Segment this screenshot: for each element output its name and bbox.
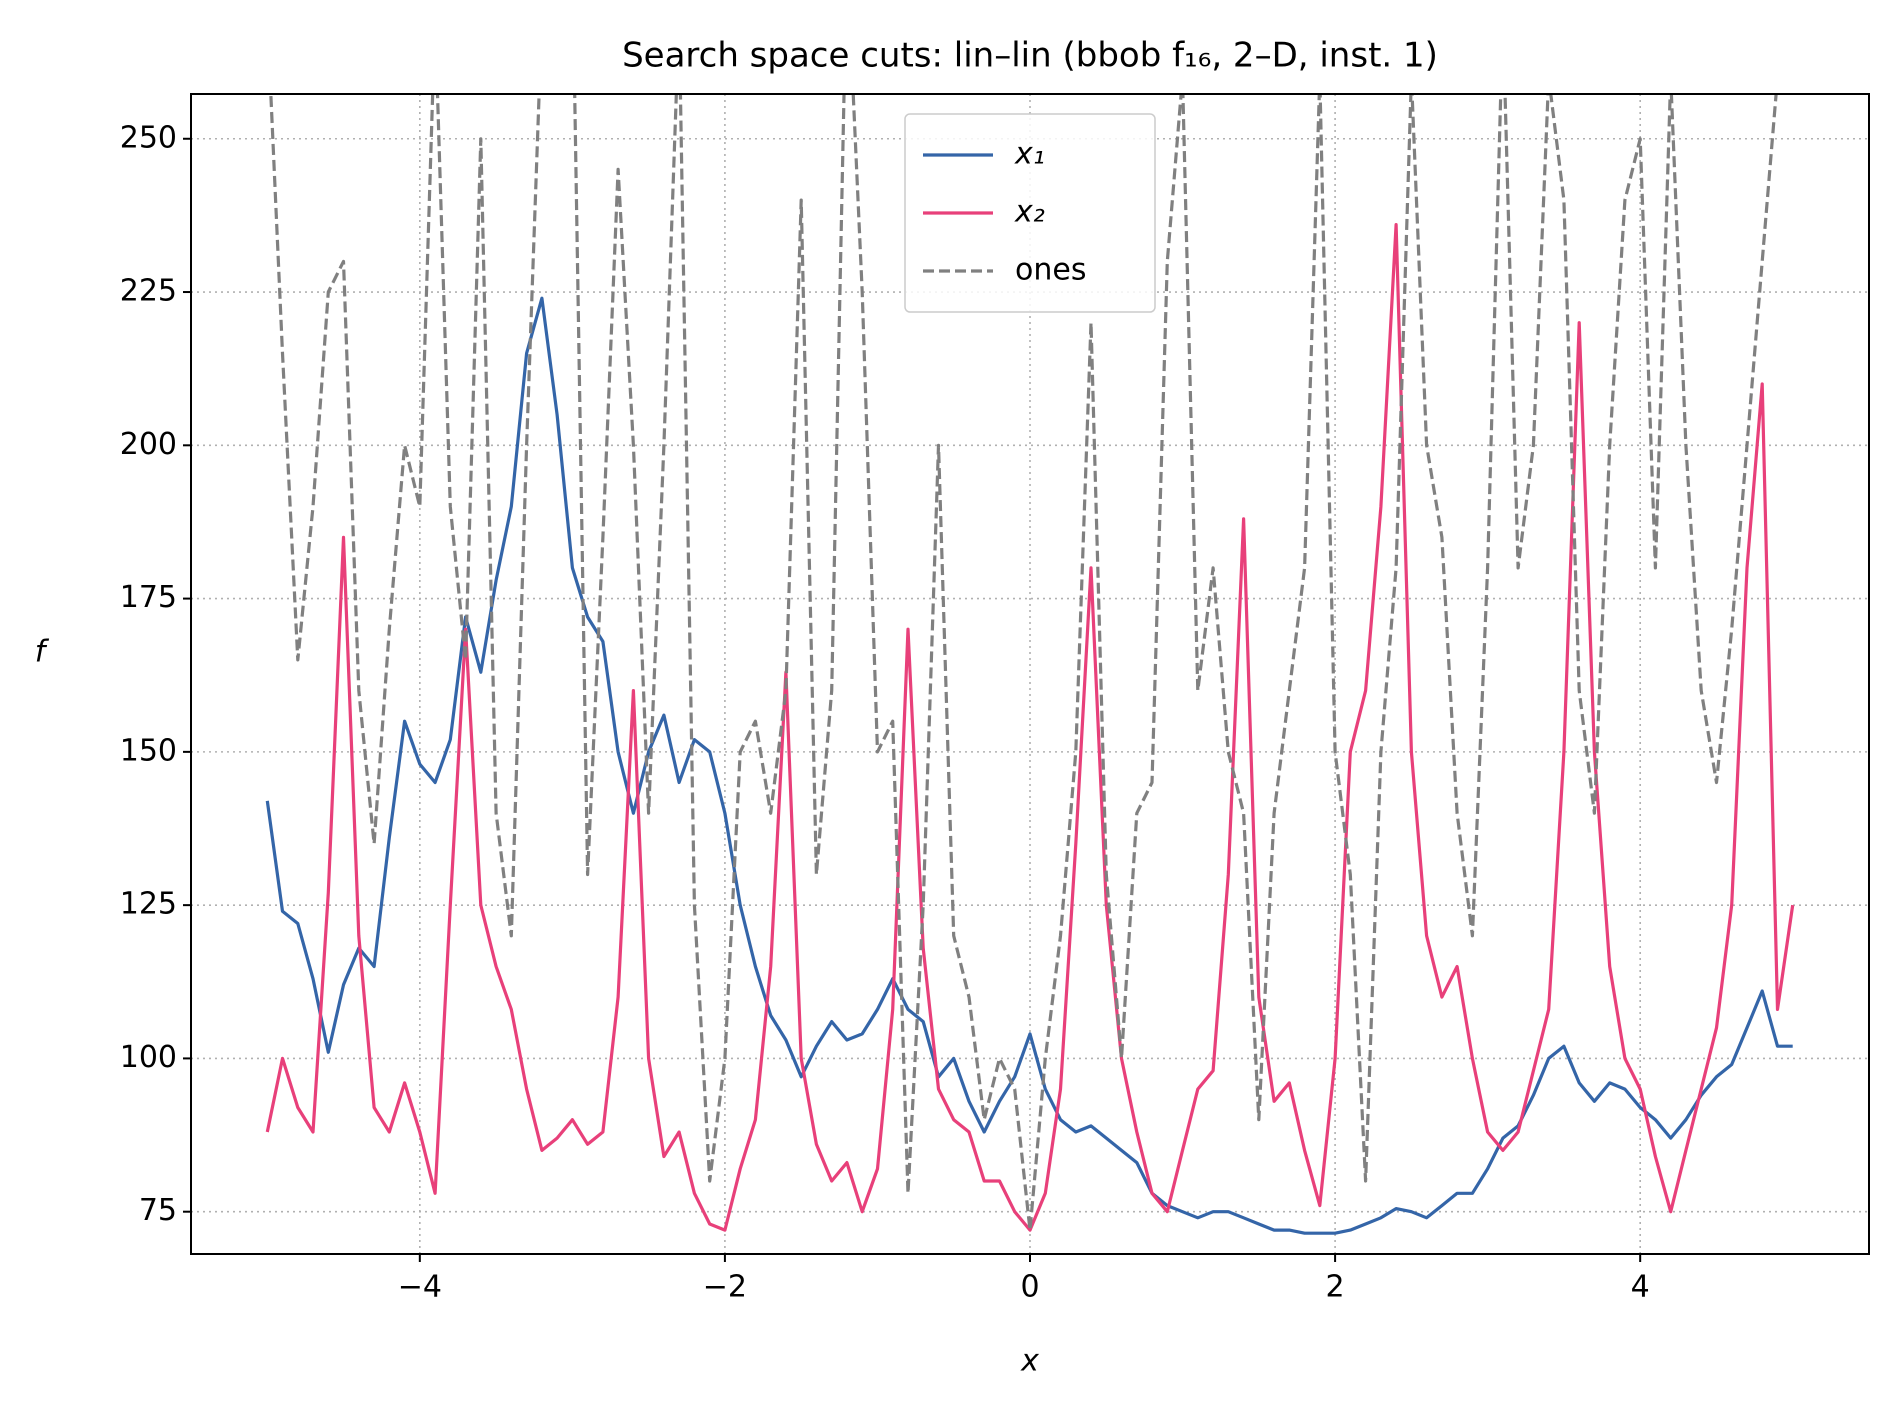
legend-label: x₁ [1014,137,1045,172]
y-tick-label: 250 [120,120,177,155]
series-line [265,223,1795,1232]
y-tick-label: 175 [120,580,177,615]
x-tick-label: 0 [1020,1270,1039,1305]
x-tick-label: −4 [398,1270,442,1305]
legend-box [904,113,1156,313]
legend: x₁ x₂ ones [904,113,1156,313]
x-axis-label: x [1020,1344,1039,1379]
x-tick-label: −2 [703,1270,747,1305]
legend-label: x₂ [1014,195,1045,230]
y-tick-label: 200 [120,427,177,462]
series-line [265,296,1793,1235]
legend-label: ones [1015,253,1086,288]
y-tick-label: 150 [120,733,177,768]
y-tick-label: 125 [120,887,177,922]
x-tick-label: 4 [1631,1270,1650,1305]
x-tick-label: 2 [1326,1270,1345,1305]
y-tick-label: 225 [120,274,177,309]
plot-area [265,94,1795,1235]
y-tick-label: 75 [139,1193,177,1228]
chart-title: Search space cuts: lin–lin (bbob f₁₆, 2–… [622,36,1438,76]
y-tick-label: 100 [120,1040,177,1075]
